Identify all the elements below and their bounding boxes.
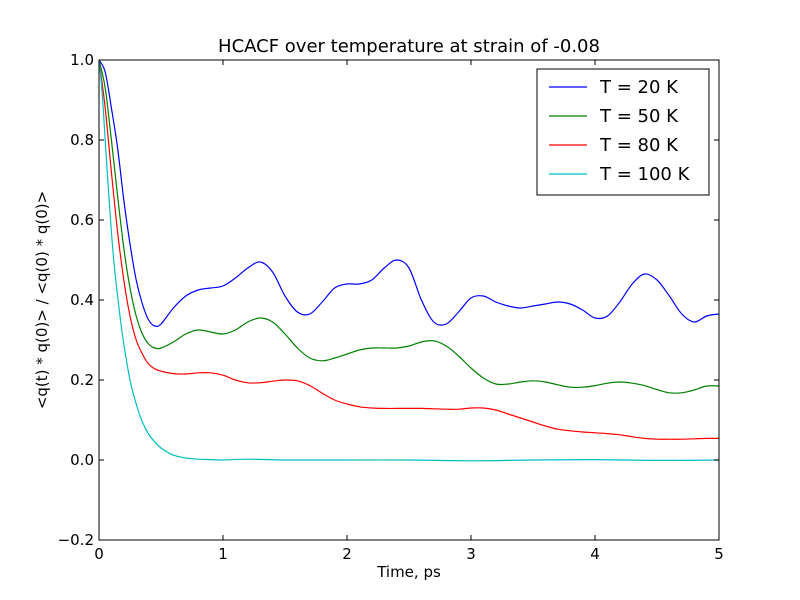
x-tick-label: 0 (94, 545, 104, 563)
series-line-1 (99, 60, 719, 328)
plot-lines (99, 60, 719, 462)
legend-label: T = 80 K (599, 135, 679, 156)
y-tick-label: −0.2 (58, 531, 94, 549)
x-axis-label: Time, ps (376, 563, 441, 581)
legend-label: T = 50 K (599, 106, 679, 127)
x-tick-label: 4 (590, 545, 600, 563)
y-tick-label: 0.4 (70, 291, 94, 309)
legend-label: T = 100 K (599, 164, 691, 185)
series-line-4 (99, 60, 719, 462)
x-tick-label: 2 (342, 545, 352, 563)
chart-title: HCACF over temperature at strain of -0.0… (218, 36, 600, 57)
x-tick-label: 3 (466, 545, 476, 563)
series-line-2 (99, 60, 719, 394)
y-tick-label: 0.6 (70, 211, 94, 229)
y-tick-label: 0.0 (70, 451, 94, 469)
legend-label: T = 20 K (599, 77, 679, 98)
x-tick-label: 5 (714, 545, 724, 563)
y-tick-label: 1.0 (70, 51, 94, 69)
y-tick-label: 0.8 (70, 131, 94, 149)
legend: T = 20 K T = 50 K T = 80 K T = 100 K (536, 68, 710, 196)
y-axis-label: <q(t) * q(0)> / <q(0) * q(0)> (33, 191, 51, 409)
x-tick-label: 1 (218, 545, 228, 563)
y-tick-label: 0.2 (70, 371, 94, 389)
series-line-3 (99, 60, 719, 440)
y-axis-ticks: −0.2 0.0 0.2 0.4 0.6 0.8 1.0 (58, 51, 719, 549)
x-axis-ticks: 0 1 2 3 4 5 (94, 60, 724, 563)
